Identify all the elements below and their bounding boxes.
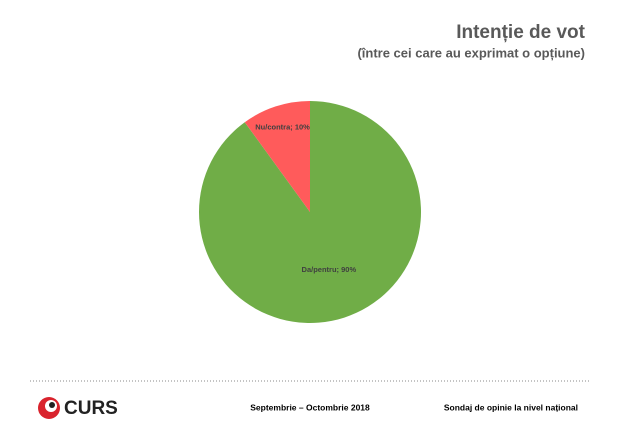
logo-text: CURS xyxy=(64,398,118,419)
chart-subtitle: (între cei care au exprimat o opțiune) xyxy=(357,45,585,60)
pie: Da/pentru; 90% Nu/contra; 10% xyxy=(198,101,421,323)
logo-icon xyxy=(38,397,60,419)
data-label: Nu/contra; 10% xyxy=(255,123,310,132)
pie-slice xyxy=(244,101,310,212)
footer-note: Sondaj de opinie la nivel național xyxy=(444,402,578,412)
logo-dot xyxy=(49,402,55,408)
data-label: Da/pentru; 90% xyxy=(302,265,357,274)
footer-period: Septembrie – Octombrie 2018 xyxy=(250,402,370,412)
chart-title: Intenție de vot xyxy=(456,22,585,43)
